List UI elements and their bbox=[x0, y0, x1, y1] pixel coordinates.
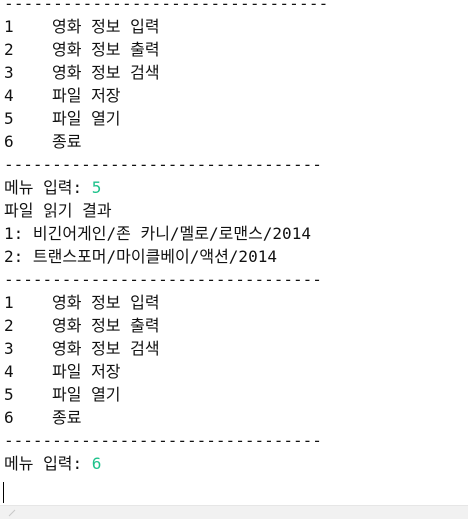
menu-item: 5 파일 열기 bbox=[4, 107, 464, 130]
menu-item-number: 5 bbox=[4, 109, 14, 128]
menu-item-number: 4 bbox=[4, 362, 14, 381]
menu-item: 3 영화 정보 검색 bbox=[4, 337, 464, 360]
menu-item-label: 파일 저장 bbox=[52, 362, 121, 381]
text-cursor bbox=[3, 482, 4, 503]
menu-item: 6 종료 bbox=[4, 406, 464, 429]
menu-item: 1 영화 정보 입력 bbox=[4, 291, 464, 314]
menu-item-label: 영화 정보 출력 bbox=[52, 40, 160, 59]
menu-item-number: 2 bbox=[4, 40, 14, 59]
menu-item-label: 영화 정보 검색 bbox=[52, 339, 160, 358]
menu-item-label: 종료 bbox=[52, 132, 82, 151]
menu-item-label: 파일 저장 bbox=[52, 86, 121, 105]
prompt-line: 메뉴 입력: 5 bbox=[4, 176, 464, 199]
menu-item-label: 파일 열기 bbox=[52, 385, 121, 404]
menu-item-label: 영화 정보 입력 bbox=[52, 293, 160, 312]
diagonal-grip-icon bbox=[8, 509, 16, 517]
separator-line: --------------------------------- bbox=[4, 0, 329, 13]
menu-item: 3 영화 정보 검색 bbox=[4, 61, 464, 84]
user-input-value: 6 bbox=[91, 454, 102, 473]
menu-item-number: 1 bbox=[4, 17, 14, 36]
prompt-line: 메뉴 입력: 6 bbox=[4, 452, 464, 475]
menu-item-number: 3 bbox=[4, 339, 14, 358]
menu-item: 4 파일 저장 bbox=[4, 84, 464, 107]
read-result-row: 1: 비긴어게인/존 카니/멜로/로맨스/2014 bbox=[4, 224, 311, 243]
menu-item-label: 영화 정보 입력 bbox=[52, 17, 160, 36]
menu-item-number: 1 bbox=[4, 293, 14, 312]
menu-item-label: 종료 bbox=[52, 408, 82, 427]
menu-item: 2 영화 정보 출력 bbox=[4, 314, 464, 337]
menu-item: 4 파일 저장 bbox=[4, 360, 464, 383]
read-result-row: 2: 트랜스포머/마이클베이/액션/2014 bbox=[4, 247, 277, 266]
menu-item-number: 3 bbox=[4, 63, 14, 82]
menu-item-number: 5 bbox=[4, 385, 14, 404]
menu-item-label: 파일 열기 bbox=[52, 109, 121, 128]
read-result-header: 파일 읽기 결과 bbox=[4, 201, 112, 220]
separator-line: --------------------------------- bbox=[4, 270, 322, 289]
separator-line: --------------------------------- bbox=[4, 431, 322, 450]
prompt-label: 메뉴 입력: bbox=[4, 178, 92, 197]
separator-line: --------------------------------- bbox=[4, 155, 322, 174]
console-output[interactable]: --------------------------------- 1 영화 정보… bbox=[4, 0, 464, 505]
menu-item-number: 2 bbox=[4, 316, 14, 335]
menu-item-label: 영화 정보 검색 bbox=[52, 63, 160, 82]
menu-item-number: 6 bbox=[4, 132, 14, 151]
menu-item-label: 영화 정보 출력 bbox=[52, 316, 160, 335]
menu-item: 1 영화 정보 입력 bbox=[4, 15, 464, 38]
menu-item-number: 4 bbox=[4, 86, 14, 105]
menu-item-number: 6 bbox=[4, 408, 14, 427]
user-input-value: 5 bbox=[91, 178, 102, 197]
menu-item: 5 파일 열기 bbox=[4, 383, 464, 406]
menu-item: 6 종료 bbox=[4, 130, 464, 153]
prompt-label: 메뉴 입력: bbox=[4, 454, 92, 473]
menu-item: 2 영화 정보 출력 bbox=[4, 38, 464, 61]
horizontal-scrollbar[interactable] bbox=[0, 505, 468, 519]
